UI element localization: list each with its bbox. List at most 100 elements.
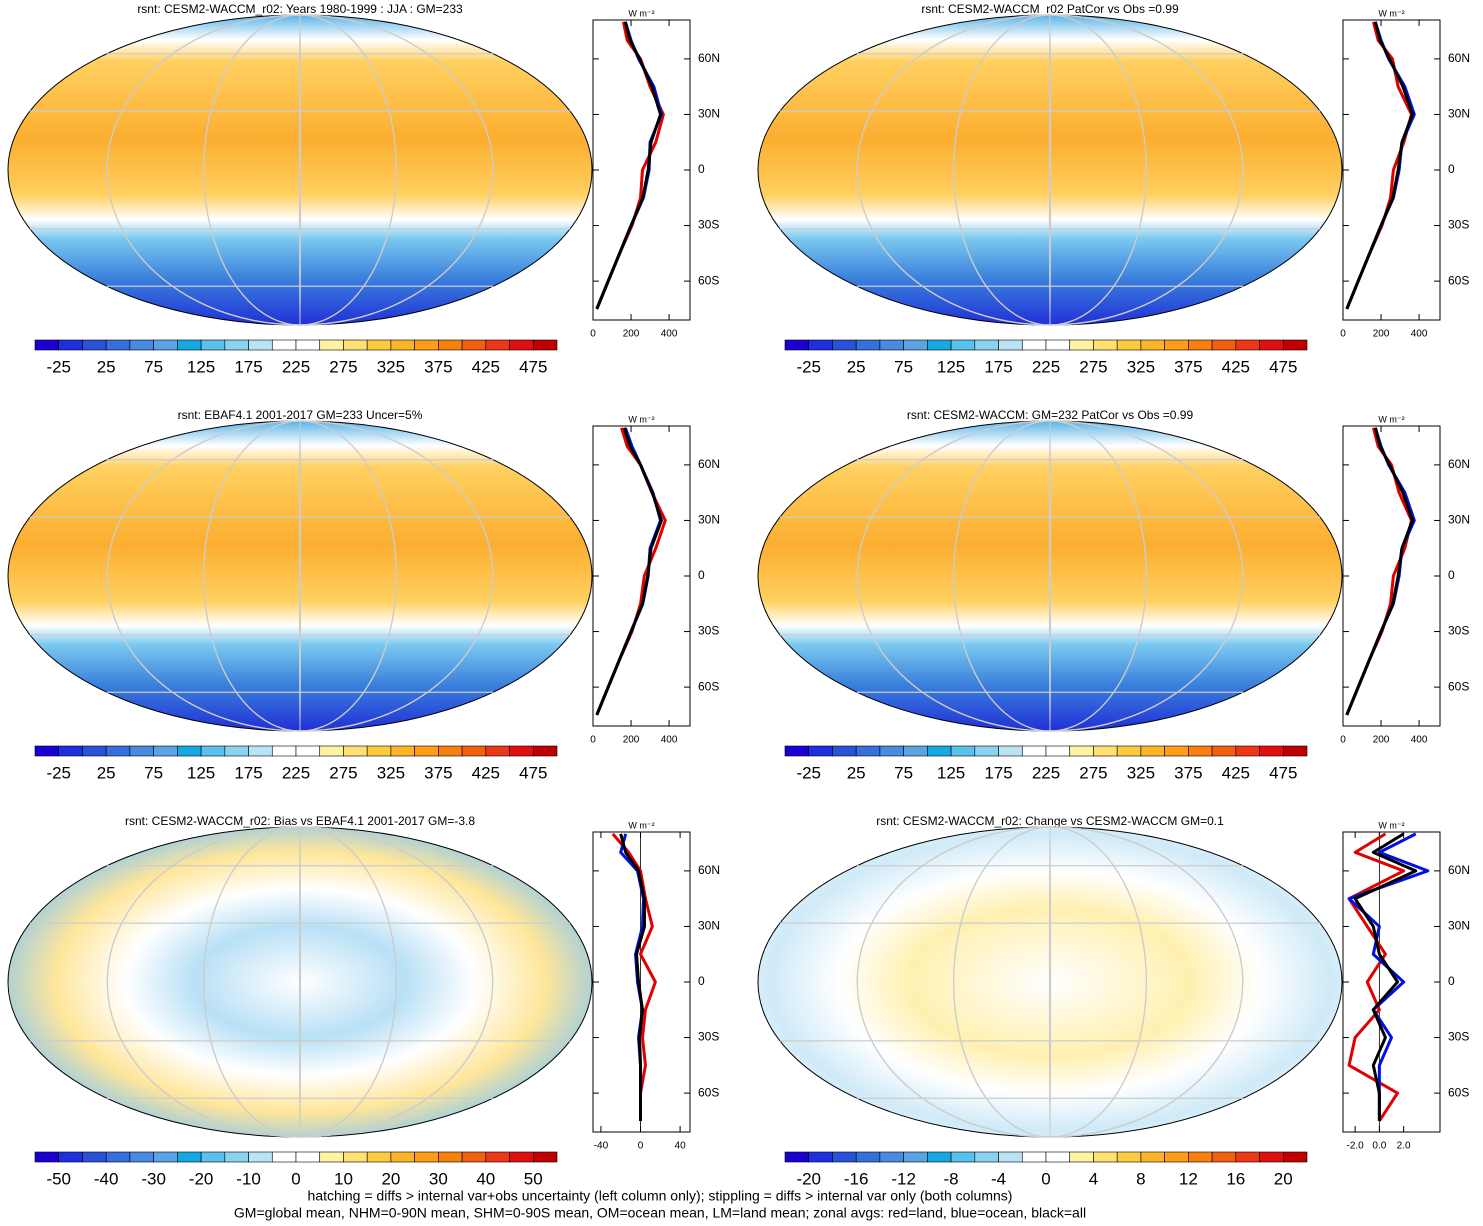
colorbar-label: 25 — [97, 763, 116, 782]
colorbar-label: -10 — [236, 1169, 261, 1188]
zonal-line — [611, 832, 657, 1121]
colorbar-box — [927, 1151, 952, 1163]
colorbar-box — [879, 745, 904, 757]
y-tick-label: 30S — [698, 218, 719, 232]
colorbar-label: 125 — [937, 763, 965, 782]
colorbar-box — [1140, 339, 1165, 351]
y-tick-label: 0 — [1448, 568, 1455, 582]
colorbar-box — [105, 1151, 131, 1163]
colorbar-box — [1282, 339, 1308, 351]
colorbar-label: 75 — [144, 357, 163, 376]
colorbar-box — [832, 745, 857, 757]
colorbar-label: -25 — [796, 763, 821, 782]
colorbar-label: 10 — [334, 1169, 353, 1188]
colorbar-box — [509, 745, 534, 757]
x-tick-label: 200 — [1373, 735, 1390, 746]
colorbar-box — [1211, 745, 1237, 757]
colorbar-box — [950, 339, 976, 351]
panel-title: rsnt: CESM2-WACCM_r02 PatCor vs Obs =0.9… — [921, 2, 1179, 16]
x-tick-label: 2.0 — [1397, 1141, 1411, 1152]
zonal-frame — [1342, 425, 1441, 727]
colorbar-label: -25 — [796, 357, 821, 376]
colorbar-label: 325 — [1127, 763, 1155, 782]
colorbar-label: 175 — [234, 763, 262, 782]
colorbar-label: 25 — [97, 357, 116, 376]
x-tick-label: 400 — [661, 735, 678, 746]
colorbar-box — [974, 1151, 999, 1163]
zonal-unit: W m⁻² — [628, 820, 654, 830]
colorbar-label: 75 — [894, 763, 913, 782]
x-tick-label: 0.0 — [1372, 1141, 1386, 1152]
zonal-unit: W m⁻² — [1378, 414, 1404, 424]
colorbar-box — [532, 745, 558, 757]
colorbar-label: -20 — [796, 1169, 821, 1188]
x-tick-label: 200 — [623, 329, 640, 340]
note: hatching = diffs > internal var+obs unce… — [308, 1188, 1013, 1204]
colorbar-label: 475 — [519, 357, 547, 376]
panel-title: rsnt: CESM2-WACCM_r02: Bias vs EBAF4.1 2… — [125, 814, 475, 828]
x-tick-label: 0 — [1340, 329, 1346, 340]
graticule — [29, 826, 571, 1138]
graticule — [779, 420, 1321, 732]
zonal-line — [1345, 427, 1414, 716]
colorbar-label: 475 — [1269, 763, 1297, 782]
meridian — [856, 826, 1244, 1138]
colorbar-box — [461, 339, 487, 351]
colorbar-box — [1282, 745, 1308, 757]
colorbar-box — [105, 339, 131, 351]
colorbar-box — [1211, 339, 1237, 351]
colorbar-box — [998, 339, 1023, 351]
panel-title: rsnt: EBAF4.1 2001-2017 GM=233 Uncer=5% — [178, 408, 423, 422]
colorbar-label: -16 — [844, 1169, 869, 1188]
zonal-unit: W m⁻² — [628, 8, 654, 18]
colorbar-box — [532, 1151, 558, 1163]
graticule — [779, 14, 1321, 326]
colorbar-box — [343, 1151, 368, 1163]
colorbar-box — [58, 745, 83, 757]
colorbar-box — [1140, 745, 1165, 757]
zonal-line — [1353, 832, 1418, 1121]
colorbar-box — [153, 1151, 178, 1163]
colorbar-box — [1069, 1151, 1094, 1163]
colorbar-box — [177, 339, 202, 351]
colorbar-label: 425 — [1222, 357, 1250, 376]
colorbar-label: 275 — [329, 357, 357, 376]
colorbar-box — [784, 1151, 810, 1163]
y-tick-label: 30N — [1448, 107, 1470, 121]
colorbar-box — [1021, 1151, 1047, 1163]
colorbar-box — [1282, 1151, 1308, 1163]
y-tick-label: 60N — [698, 51, 720, 65]
colorbar-box — [1093, 1151, 1118, 1163]
meridian — [856, 420, 1244, 732]
colorbar-box — [1116, 339, 1142, 351]
colorbar-box — [438, 339, 463, 351]
colorbar-box — [784, 745, 810, 757]
colorbar-box — [461, 1151, 487, 1163]
colorbar-box — [343, 339, 368, 351]
colorbar-box — [1069, 745, 1094, 757]
colorbar-box — [1045, 1151, 1071, 1163]
y-tick-label: 60S — [1448, 273, 1469, 287]
meridian — [298, 420, 302, 732]
colorbar-box — [177, 745, 202, 757]
colorbar-label: 0 — [291, 1169, 300, 1188]
colorbar-box — [34, 745, 60, 757]
colorbar-label: 475 — [519, 763, 547, 782]
y-tick-label: 60S — [698, 273, 719, 287]
colorbar-label: 20 — [1274, 1169, 1293, 1188]
colorbar-label: 40 — [476, 1169, 495, 1188]
y-tick-label: 60N — [1448, 457, 1470, 471]
colorbar-label: -12 — [891, 1169, 916, 1188]
x-tick-label: 0 — [1340, 735, 1346, 746]
colorbar-box — [1188, 339, 1213, 351]
colorbar-label: 325 — [377, 763, 405, 782]
colorbar-label: -4 — [991, 1169, 1006, 1188]
x-tick-label: -2.0 — [1347, 1141, 1365, 1152]
colorbar-box — [998, 1151, 1023, 1163]
colorbar-box — [950, 745, 976, 757]
colorbar-box — [177, 1151, 202, 1163]
colorbar-box — [855, 1151, 881, 1163]
colorbar-box — [1069, 339, 1094, 351]
colorbar-box — [414, 745, 439, 757]
